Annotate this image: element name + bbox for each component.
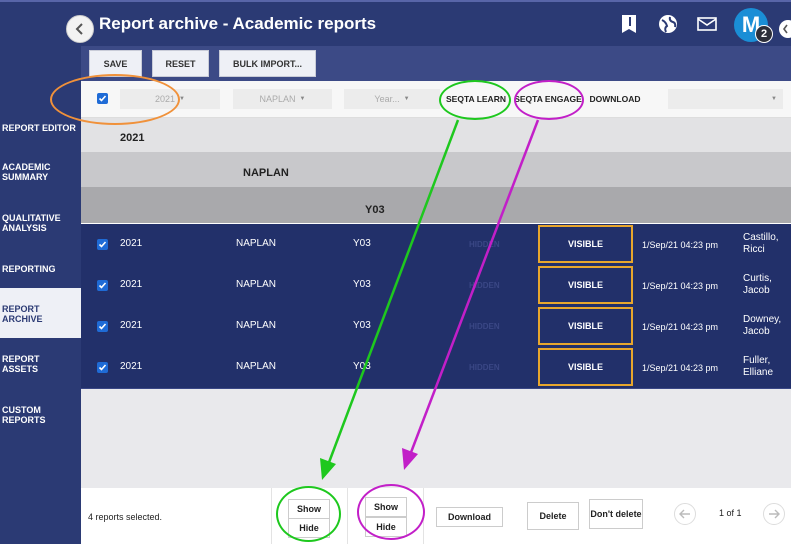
sidebar-item-custom-reports[interactable]: CUSTOM REPORTS bbox=[2, 405, 46, 425]
row-level: Y03 bbox=[353, 361, 371, 372]
sidebar-item-qualitative-analysis[interactable]: QUALITATIVE ANALYSIS bbox=[2, 213, 61, 233]
seqta-engage-visible-toggle[interactable]: VISIBLE bbox=[538, 225, 633, 263]
row-date: 1/Sep/21 04:23 pm bbox=[642, 281, 719, 291]
check-icon bbox=[98, 282, 107, 289]
arrow-right-icon bbox=[769, 509, 780, 519]
bulk-import-button[interactable]: BULK IMPORT... bbox=[219, 50, 316, 77]
download-column-header: DOWNLOAD bbox=[589, 94, 641, 104]
caret-down-icon: ▼ bbox=[179, 96, 185, 102]
previous-page-button[interactable] bbox=[674, 503, 696, 525]
bookmark-icon[interactable] bbox=[618, 13, 640, 35]
row-date: 1/Sep/21 04:23 pm bbox=[642, 240, 719, 250]
row-student-name: Downey, Jacob bbox=[743, 314, 782, 337]
selected-count-text: 4 reports selected. bbox=[88, 512, 163, 522]
action-toolbar: SAVE RESET BULK IMPORT... bbox=[81, 46, 791, 81]
sidebar-item-academic-summary[interactable]: ACADEMIC SUMMARY bbox=[2, 162, 51, 182]
row-checkbox[interactable] bbox=[97, 321, 108, 332]
row-level: Y03 bbox=[353, 320, 371, 331]
table-row[interactable]: 2021 NAPLAN Y03 HIDDEN VISIBLE 1/Sep/21 … bbox=[81, 265, 791, 307]
seqta-engage-visible-toggle[interactable]: VISIBLE bbox=[538, 307, 633, 345]
type-filter-value: NAPLAN bbox=[259, 94, 296, 104]
download-button[interactable]: Download bbox=[436, 507, 503, 527]
group-row-level[interactable]: Y03 bbox=[81, 187, 791, 223]
download-filter[interactable]: ▼ bbox=[668, 89, 783, 109]
row-year: 2021 bbox=[120, 320, 143, 331]
annotation-green-ellipse bbox=[439, 80, 511, 120]
row-type: NAPLAN bbox=[236, 320, 277, 331]
row-type: NAPLAN bbox=[236, 279, 277, 290]
divider bbox=[271, 488, 272, 544]
seqta-engage-visible-toggle[interactable]: VISIBLE bbox=[538, 348, 633, 386]
row-student-name: Fuller, Elliane bbox=[743, 355, 774, 378]
notification-badge: 2 bbox=[755, 25, 773, 43]
dont-delete-button[interactable]: Don't delete bbox=[589, 499, 643, 529]
caret-down-icon: ▼ bbox=[299, 96, 306, 102]
table-row[interactable]: 2021 NAPLAN Y03 HIDDEN VISIBLE 1/Sep/21 … bbox=[81, 306, 791, 348]
row-level: Y03 bbox=[353, 238, 371, 249]
save-button[interactable]: SAVE bbox=[89, 50, 142, 77]
table-row[interactable]: 2021 NAPLAN Y03 HIDDEN VISIBLE 1/Sep/21 … bbox=[81, 224, 791, 266]
expand-panel-button[interactable] bbox=[779, 20, 791, 38]
level-filter[interactable]: Year... ▼ bbox=[344, 89, 440, 109]
row-type: NAPLAN bbox=[236, 238, 277, 249]
type-filter[interactable]: NAPLAN ▼ bbox=[233, 89, 332, 109]
caret-down-icon: ▼ bbox=[403, 96, 410, 102]
row-level: Y03 bbox=[353, 279, 371, 290]
sidebar-item-report-assets[interactable]: REPORT ASSETS bbox=[2, 354, 40, 374]
annotation-purple-ellipse bbox=[514, 80, 584, 120]
row-checkbox[interactable] bbox=[97, 362, 108, 373]
sidebar-item-report-archive[interactable]: REPORT ARCHIVE bbox=[0, 288, 81, 338]
sidebar-item-report-editor[interactable]: REPORT EDITOR bbox=[2, 123, 76, 133]
group-level-label: Y03 bbox=[365, 204, 385, 216]
filter-header-row: 2021 ▼ NAPLAN ▼ Year... ▼ SEQTA LEARN SEQTA… bbox=[81, 81, 791, 118]
row-type: NAPLAN bbox=[236, 361, 277, 372]
reset-button[interactable]: RESET bbox=[152, 50, 209, 77]
row-year: 2021 bbox=[120, 279, 143, 290]
globe-icon[interactable] bbox=[657, 13, 679, 35]
seqta-learn-status[interactable]: HIDDEN bbox=[469, 240, 500, 249]
table-empty-area bbox=[81, 389, 791, 488]
row-date: 1/Sep/21 04:23 pm bbox=[642, 322, 719, 332]
row-year: 2021 bbox=[120, 238, 143, 249]
sidebar: REPORT EDITOR ACADEMIC SUMMARY QUALITATI… bbox=[0, 46, 81, 544]
app-header: Report archive - Academic reports M 2 bbox=[0, 0, 791, 46]
row-year: 2021 bbox=[120, 361, 143, 372]
annotation-green-footer-ellipse bbox=[276, 486, 341, 542]
delete-button[interactable]: Delete bbox=[527, 502, 579, 530]
seqta-learn-status[interactable]: HIDDEN bbox=[469, 322, 500, 331]
pagination-text: 1 of 1 bbox=[719, 508, 742, 518]
mail-icon[interactable] bbox=[696, 13, 718, 35]
arrow-left-icon bbox=[679, 509, 690, 519]
seqta-learn-status[interactable]: HIDDEN bbox=[469, 281, 500, 290]
divider bbox=[347, 488, 348, 544]
seqta-engage-visible-toggle[interactable]: VISIBLE bbox=[538, 266, 633, 304]
group-row-year[interactable]: 2021 bbox=[81, 118, 791, 152]
header-accent-line bbox=[0, 0, 791, 2]
page-title: Report archive - Academic reports bbox=[99, 14, 377, 33]
sidebar-item-reporting[interactable]: REPORTING bbox=[2, 264, 56, 274]
bulk-action-footer: 4 reports selected. Show Hide Show Hide … bbox=[81, 488, 791, 544]
check-icon bbox=[98, 323, 107, 330]
annotation-orange-ellipse bbox=[50, 74, 180, 125]
row-date: 1/Sep/21 04:23 pm bbox=[642, 363, 719, 373]
table-row[interactable]: 2021 NAPLAN Y03 HIDDEN VISIBLE 1/Sep/21 … bbox=[81, 347, 791, 389]
row-student-name: Castillo, Ricci bbox=[743, 232, 779, 255]
annotation-purple-footer-ellipse bbox=[357, 484, 425, 540]
check-icon bbox=[98, 241, 107, 248]
next-page-button[interactable] bbox=[763, 503, 785, 525]
row-checkbox[interactable] bbox=[97, 280, 108, 291]
level-filter-placeholder: Year... bbox=[374, 94, 400, 104]
check-icon bbox=[98, 364, 107, 371]
seqta-learn-status[interactable]: HIDDEN bbox=[469, 363, 500, 372]
row-student-name: Curtis, Jacob bbox=[743, 273, 772, 296]
row-checkbox[interactable] bbox=[97, 239, 108, 250]
caret-down-icon: ▼ bbox=[771, 96, 777, 102]
chevron-left-icon bbox=[75, 23, 83, 35]
group-type-label: NAPLAN bbox=[243, 167, 289, 179]
group-row-type[interactable]: NAPLAN bbox=[81, 152, 791, 187]
collapse-sidebar-button[interactable] bbox=[66, 15, 94, 43]
group-year-label: 2021 bbox=[120, 132, 145, 144]
chevron-left-icon bbox=[783, 24, 788, 34]
